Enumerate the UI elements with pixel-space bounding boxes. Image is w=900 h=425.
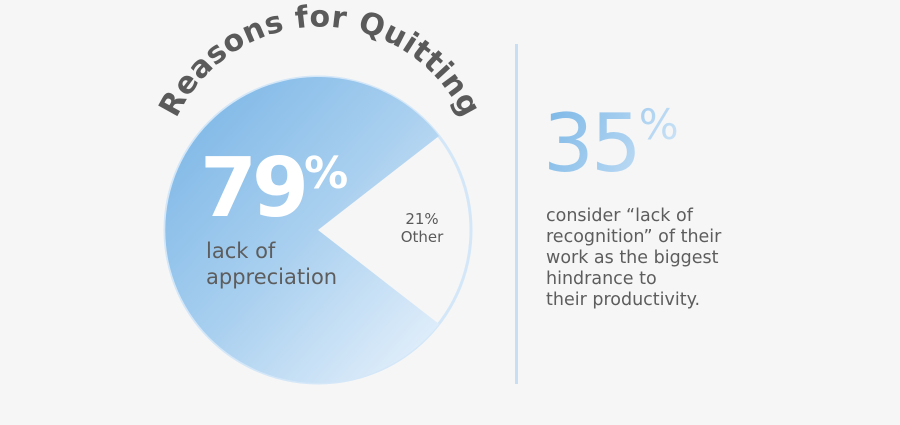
stat-desc-line: hindrance to xyxy=(546,269,657,289)
main-label-line2: appreciation xyxy=(206,265,338,289)
divider xyxy=(515,44,518,384)
stat-desc-line: consider “lack of xyxy=(546,206,693,226)
pie-outline xyxy=(163,75,473,385)
stat-desc-line: work as the biggest xyxy=(546,248,719,268)
main-percentage: 79% xyxy=(200,148,348,230)
main-label-line1: lack of xyxy=(206,239,276,263)
main-percent-symbol: % xyxy=(304,148,349,199)
main-value: 79 xyxy=(200,141,309,236)
other-slice-label: 21% Other xyxy=(386,210,458,246)
stat-description: consider “lack of recognition” of their … xyxy=(546,206,766,311)
stat-value: 35 xyxy=(543,97,639,190)
other-label: Other xyxy=(400,228,444,246)
pie-slice-appreciation xyxy=(165,77,440,384)
stat-percentage: 35% xyxy=(543,104,679,184)
stat-desc-line: their productivity. xyxy=(546,290,701,310)
other-value: 21% xyxy=(405,210,439,228)
stat-percent-symbol: % xyxy=(638,100,679,149)
main-slice-label: lack of appreciation xyxy=(206,238,337,290)
stat-desc-line: recognition” of their xyxy=(546,227,722,247)
